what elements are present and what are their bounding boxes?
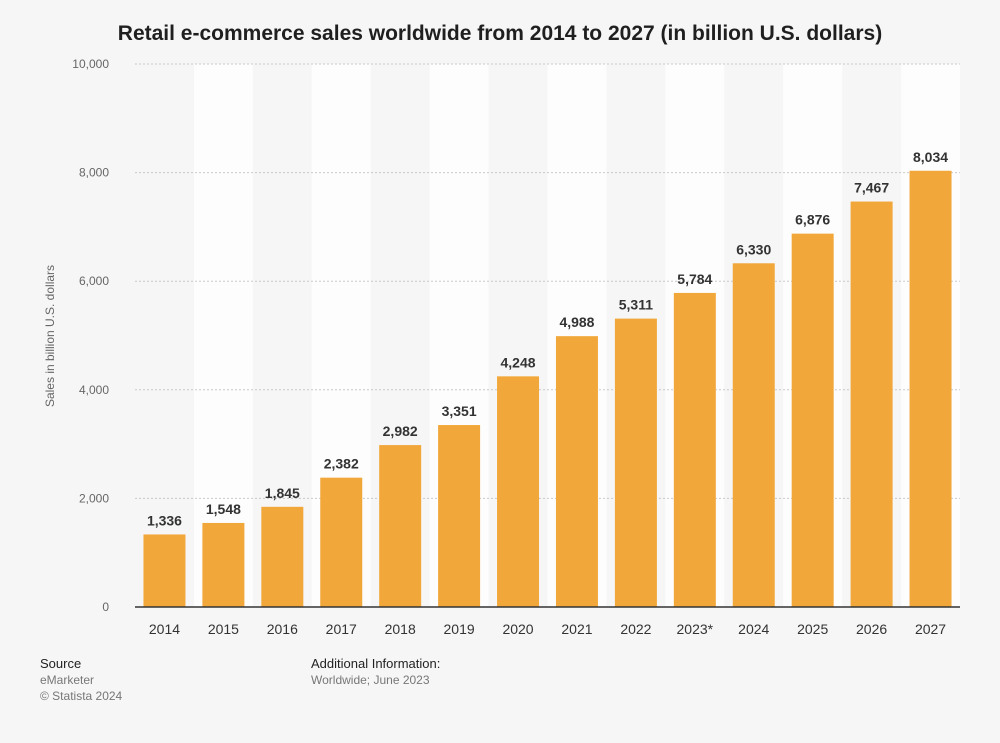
data-label: 5,311	[619, 297, 653, 313]
bar	[202, 522, 245, 607]
data-label: 1,845	[265, 485, 300, 501]
bar	[143, 534, 186, 607]
bar	[732, 263, 775, 607]
x-tick-label: 2024	[738, 621, 769, 637]
data-label: 6,330	[736, 241, 771, 257]
x-tick-label: 2018	[385, 621, 416, 637]
data-labels: 1,336 1,548 1,845 2,382 2,982 3,351 4,248 4,988…	[147, 149, 948, 529]
bar	[261, 506, 304, 607]
x-tick-label: 2021	[561, 621, 592, 637]
additional-info-block: Additional Information: Worldwide; June …	[311, 656, 440, 688]
bar	[614, 318, 657, 607]
x-tick-label: 2016	[267, 621, 298, 637]
data-label: 1,336	[147, 512, 182, 528]
data-label: 4,248	[501, 354, 536, 370]
x-tick-label: 2027	[915, 621, 946, 637]
x-tick-label: 2022	[620, 621, 651, 637]
data-label: 7,467	[854, 180, 889, 196]
data-label: 8,034	[913, 149, 948, 165]
bar	[555, 336, 598, 607]
data-label: 2,982	[383, 423, 418, 439]
y-tick-label: 2,000	[79, 491, 109, 505]
x-tick-label: 2015	[208, 621, 239, 637]
data-label: 1,548	[206, 501, 241, 517]
column-band	[193, 64, 253, 607]
bar	[379, 445, 422, 607]
y-tick-label: 4,000	[79, 383, 109, 397]
y-tick-label: 10,000	[72, 57, 109, 71]
bar	[909, 170, 952, 608]
source-block: Source eMarketer © Statista 2024	[40, 656, 122, 704]
x-tick-label: 2014	[149, 621, 180, 637]
chart-title: Retail e-commerce sales worldwide from 2…	[117, 22, 883, 45]
x-tick-label: 2020	[502, 621, 533, 637]
x-tick-label: 2019	[444, 621, 475, 637]
x-tick-label: 2026	[856, 621, 887, 637]
y-axis-ticks: 0 2,000 4,000 6,000 8,000 10,000	[72, 57, 109, 614]
additional-info-heading: Additional Information:	[311, 656, 441, 671]
data-label: 5,784	[677, 271, 712, 287]
bar	[791, 233, 834, 608]
bar	[438, 425, 481, 607]
bar	[320, 477, 363, 607]
x-tick-label: 2023*	[677, 621, 714, 637]
x-axis-ticks: 2014 2015 2016 2017 2018 2019 2020 2021 2022 2023…	[149, 621, 946, 637]
additional-info-text: Worldwide; June 2023	[311, 673, 430, 687]
source-name: eMarketer	[40, 673, 95, 687]
data-label: 3,351	[442, 403, 477, 419]
x-tick-label: 2025	[797, 621, 828, 637]
bars	[143, 170, 952, 608]
gridlines	[135, 63, 960, 499]
y-axis-label: Sales in billion U.S. dollars	[43, 265, 57, 407]
y-tick-label: 8,000	[79, 166, 109, 180]
copyright-text: © Statista 2024	[40, 689, 123, 703]
bar	[497, 376, 540, 607]
bar	[673, 292, 716, 607]
y-tick-label: 0	[102, 600, 109, 614]
data-label: 2,382	[324, 456, 359, 472]
data-label: 6,876	[795, 212, 830, 228]
y-tick-label: 6,000	[79, 274, 109, 288]
x-tick-label: 2017	[326, 621, 357, 637]
bar	[850, 201, 893, 607]
source-heading: Source	[40, 656, 82, 671]
data-label: 4,988	[559, 314, 594, 330]
